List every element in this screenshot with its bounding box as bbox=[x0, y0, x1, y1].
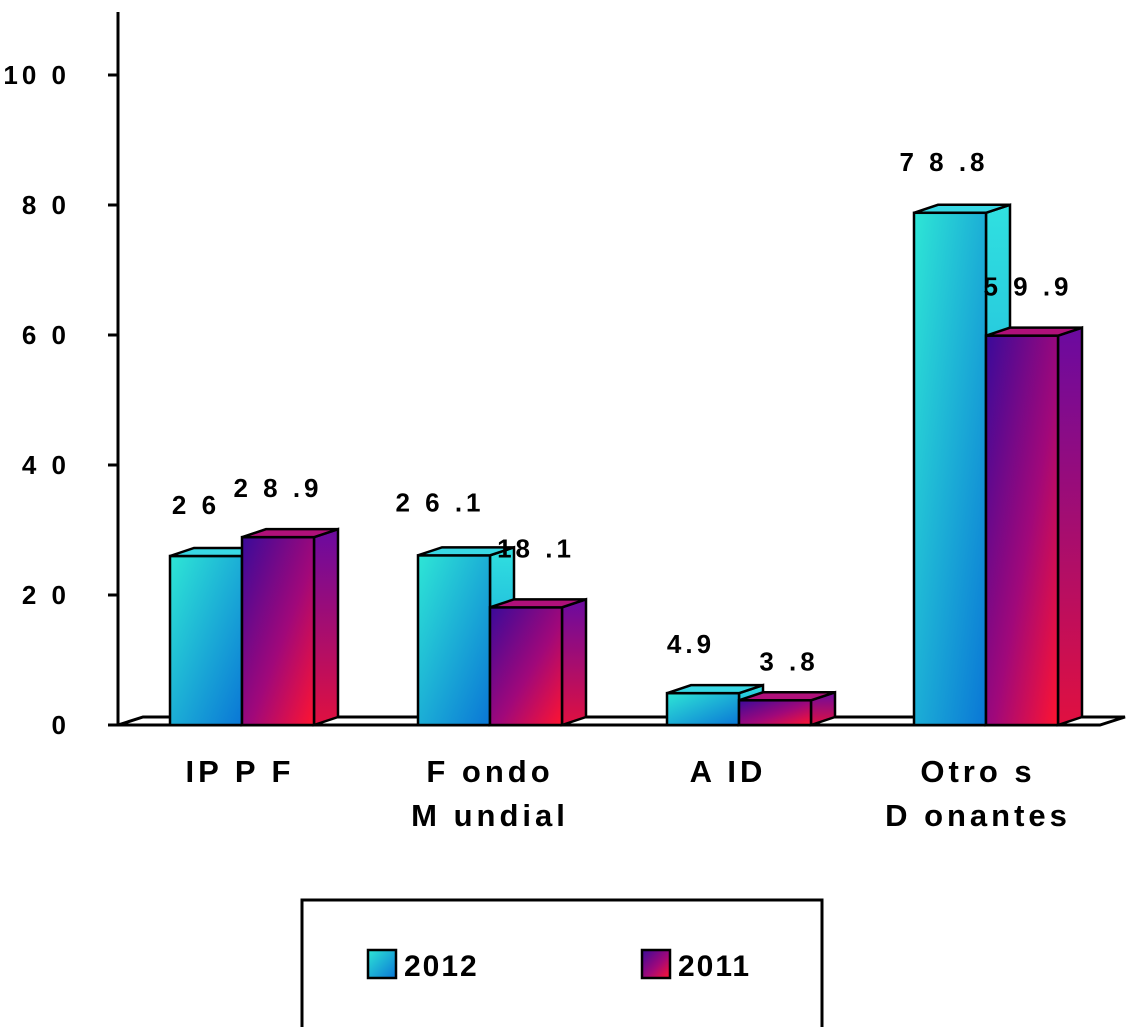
y-tick-label: 2 0 bbox=[22, 580, 70, 610]
data-label-2011-3: 5 9 .9 bbox=[983, 272, 1072, 302]
bar-front bbox=[168, 554, 244, 727]
bar-top bbox=[666, 683, 764, 695]
data-label-2012-1: 2 6 .1 bbox=[395, 487, 484, 517]
bar-2011-1 bbox=[488, 597, 588, 727]
y-tick-label: 0 bbox=[52, 710, 70, 740]
bar-side bbox=[560, 597, 588, 727]
y-axis-ticks: 0 2 0 4 0 6 0 8 0 10 0 bbox=[3, 60, 118, 740]
category-label-1: F ondo M undial bbox=[411, 754, 569, 833]
legend-swatch-2011 bbox=[640, 948, 672, 980]
data-labels: 2 6 2 8 .9 2 6 .1 18 .1 4.9 3 .8 7 8 .8 5 9 .9 bbox=[172, 147, 1072, 676]
bar-front bbox=[665, 691, 741, 727]
y-tick-label: 4 0 bbox=[22, 450, 70, 480]
category-label-3: Otro s D onantes bbox=[885, 754, 1071, 833]
data-label-2012-3: 7 8 .8 bbox=[899, 147, 988, 177]
category-label-line: Otro s bbox=[920, 754, 1035, 789]
bar-front bbox=[488, 606, 564, 727]
bar-2011-2 bbox=[737, 690, 837, 727]
category-label-line: F ondo bbox=[426, 754, 553, 789]
bar-front bbox=[416, 554, 492, 727]
category-label-line: IP P F bbox=[185, 754, 294, 789]
category-label-line: D onantes bbox=[885, 798, 1071, 833]
bar-2011-3 bbox=[984, 325, 1084, 727]
category-labels: IP P F F ondo M undial A ID Otro s D onantes bbox=[185, 754, 1071, 833]
category-label-0: IP P F bbox=[185, 754, 294, 789]
bar-top bbox=[241, 527, 339, 539]
category-label-line: A ID bbox=[690, 754, 767, 789]
bar-front bbox=[240, 535, 316, 727]
category-label-line: M undial bbox=[411, 798, 569, 833]
legend-label-2011: 2011 bbox=[678, 950, 751, 983]
bar-top bbox=[489, 598, 587, 609]
y-tick-label: 6 0 bbox=[22, 320, 70, 350]
bars bbox=[168, 203, 1084, 727]
bar-top bbox=[738, 691, 836, 702]
category-label-2: A ID bbox=[690, 754, 767, 789]
bar-side bbox=[312, 527, 340, 727]
bar-top bbox=[985, 326, 1083, 337]
data-label-2011-0: 2 8 .9 bbox=[233, 473, 322, 503]
legend-swatch-2012 bbox=[366, 948, 398, 980]
data-label-2011-1: 18 .1 bbox=[497, 533, 575, 563]
bar-top bbox=[417, 546, 515, 557]
bar-2011-0 bbox=[240, 527, 340, 727]
bar-front bbox=[912, 211, 988, 727]
bar-side bbox=[1056, 325, 1084, 727]
y-tick-label: 10 0 bbox=[3, 60, 70, 90]
data-label-2012-2: 4.9 bbox=[667, 629, 715, 659]
data-label-2011-2: 3 .8 bbox=[759, 646, 818, 676]
y-tick-label: 8 0 bbox=[22, 190, 70, 220]
data-label-2012-0: 2 6 bbox=[172, 490, 220, 520]
legend-label-2012: 2012 bbox=[404, 950, 479, 983]
bar-top bbox=[913, 203, 1011, 215]
legend: 2012 2011 bbox=[300, 898, 824, 1027]
bar-front bbox=[984, 334, 1060, 727]
bar-2012-2 bbox=[665, 683, 765, 727]
bar-front bbox=[737, 699, 813, 727]
